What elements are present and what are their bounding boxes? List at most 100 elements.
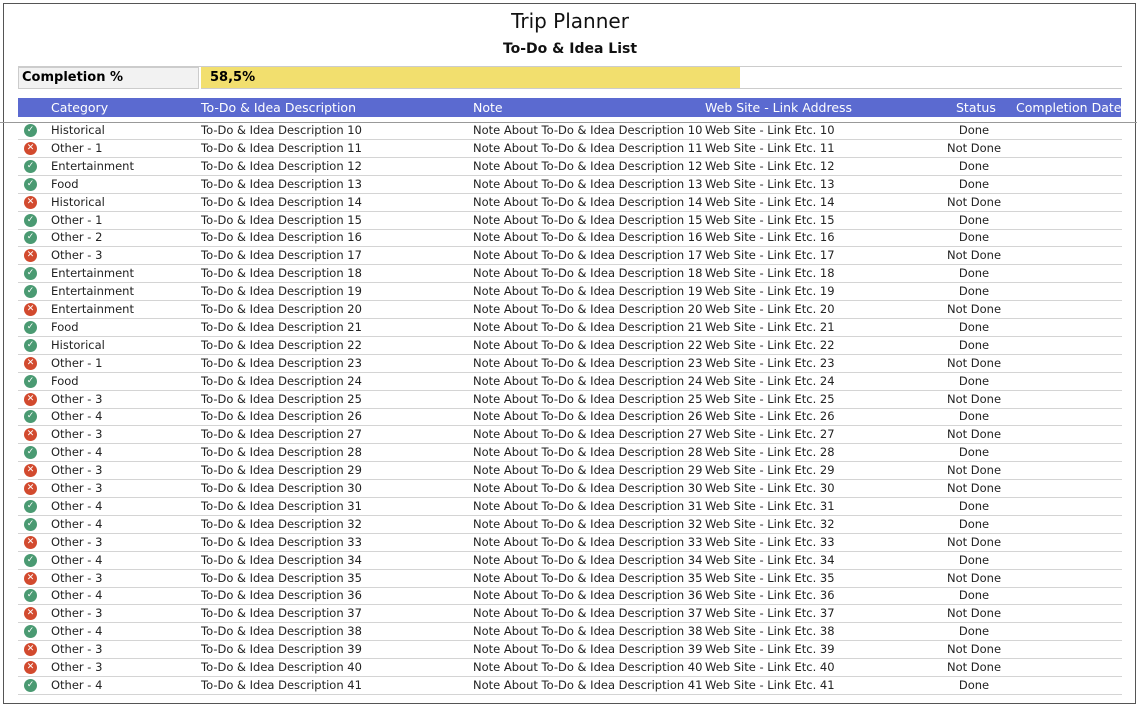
cell-description[interactable]: To-Do & Idea Description 32 xyxy=(201,516,362,531)
cell-note[interactable]: Note About To-Do & Idea Description 37 xyxy=(473,606,703,621)
cell-status[interactable]: Not Done xyxy=(946,427,1002,442)
table-row[interactable]: ✓ Entertainment To-Do & Idea Description… xyxy=(18,158,1122,176)
cell-status[interactable]: Done xyxy=(958,158,990,173)
cell-link[interactable]: Web Site - Link Etc. 32 xyxy=(705,516,835,531)
cell-description[interactable]: To-Do & Idea Description 35 xyxy=(201,570,362,585)
cell-status[interactable]: Done xyxy=(958,677,990,692)
cell-category[interactable]: Other - 3 xyxy=(51,463,103,478)
cell-note[interactable]: Note About To-Do & Idea Description 26 xyxy=(473,409,703,424)
cell-note[interactable]: Note About To-Do & Idea Description 11 xyxy=(473,140,703,155)
table-row[interactable]: ✓ Food To-Do & Idea Description 24 Note … xyxy=(18,373,1122,391)
cell-link[interactable]: Web Site - Link Etc. 15 xyxy=(705,212,835,227)
cell-link[interactable]: Web Site - Link Etc. 21 xyxy=(705,319,835,334)
cell-status[interactable]: Done xyxy=(958,319,990,334)
table-row[interactable]: ✕ Other - 3 To-Do & Idea Description 33 … xyxy=(18,534,1122,552)
cell-category[interactable]: Other - 4 xyxy=(51,588,103,603)
cell-status[interactable]: Done xyxy=(958,284,990,299)
cell-category[interactable]: Historical xyxy=(51,123,105,137)
cell-description[interactable]: To-Do & Idea Description 10 xyxy=(201,123,362,137)
cell-link[interactable]: Web Site - Link Etc. 11 xyxy=(705,140,835,155)
table-row[interactable]: ✕ Other - 3 To-Do & Idea Description 37 … xyxy=(18,605,1122,624)
cell-link[interactable]: Web Site - Link Etc. 18 xyxy=(705,266,835,281)
table-row[interactable]: ✓ Other - 4 To-Do & Idea Description 34 … xyxy=(18,552,1122,570)
cell-status[interactable]: Done xyxy=(958,409,990,424)
cell-link[interactable]: Web Site - Link Etc. 33 xyxy=(705,534,835,549)
cell-status[interactable]: Done xyxy=(958,212,990,227)
cell-description[interactable]: To-Do & Idea Description 36 xyxy=(201,588,362,603)
cell-description[interactable]: To-Do & Idea Description 19 xyxy=(201,284,362,299)
cell-note[interactable]: Note About To-Do & Idea Description 24 xyxy=(473,373,703,388)
cell-category[interactable]: Entertainment xyxy=(51,284,134,299)
table-row[interactable]: ✕ Other - 3 To-Do & Idea Description 27 … xyxy=(18,426,1122,445)
table-row[interactable]: ✕ Other - 3 To-Do & Idea Description 30 … xyxy=(18,480,1122,498)
cell-category[interactable]: Food xyxy=(51,319,79,334)
cell-status[interactable]: Not Done xyxy=(946,194,1002,209)
cell-link[interactable]: Web Site - Link Etc. 26 xyxy=(705,409,835,424)
table-row[interactable]: ✓ Historical To-Do & Idea Description 22… xyxy=(18,337,1122,355)
table-row[interactable]: ✓ Other - 4 To-Do & Idea Description 36 … xyxy=(18,587,1122,606)
cell-note[interactable]: Note About To-Do & Idea Description 20 xyxy=(473,302,703,316)
cell-note[interactable]: Note About To-Do & Idea Description 13 xyxy=(473,176,703,191)
cell-description[interactable]: To-Do & Idea Description 27 xyxy=(201,427,362,442)
cell-status[interactable]: Done xyxy=(958,230,990,245)
cell-note[interactable]: Note About To-Do & Idea Description 40 xyxy=(473,660,703,674)
cell-status[interactable]: Done xyxy=(958,445,990,460)
table-row[interactable]: ✓ Historical To-Do & Idea Description 10… xyxy=(18,122,1122,140)
cell-note[interactable]: Note About To-Do & Idea Description 39 xyxy=(473,642,703,657)
cell-link[interactable]: Web Site - Link Etc. 23 xyxy=(705,355,835,370)
table-row[interactable]: ✕ Entertainment To-Do & Idea Description… xyxy=(18,301,1122,319)
cell-note[interactable]: Note About To-Do & Idea Description 19 xyxy=(473,284,703,299)
cell-description[interactable]: To-Do & Idea Description 41 xyxy=(201,677,362,692)
cell-note[interactable]: Note About To-Do & Idea Description 31 xyxy=(473,498,703,513)
column-category[interactable]: Category xyxy=(51,100,109,115)
cell-description[interactable]: To-Do & Idea Description 25 xyxy=(201,391,362,406)
cell-category[interactable]: Other - 1 xyxy=(51,140,103,155)
cell-category[interactable]: Other - 3 xyxy=(51,481,103,495)
cell-description[interactable]: To-Do & Idea Description 24 xyxy=(201,373,362,388)
cell-status[interactable]: Not Done xyxy=(946,606,1002,621)
cell-note[interactable]: Note About To-Do & Idea Description 12 xyxy=(473,158,703,173)
table-row[interactable]: ✕ Other - 1 To-Do & Idea Description 11 … xyxy=(18,140,1122,158)
cell-status[interactable]: Done xyxy=(958,624,990,639)
cell-note[interactable]: Note About To-Do & Idea Description 14 xyxy=(473,194,703,209)
cell-description[interactable]: To-Do & Idea Description 28 xyxy=(201,445,362,460)
cell-status[interactable]: Done xyxy=(958,373,990,388)
cell-link[interactable]: Web Site - Link Etc. 39 xyxy=(705,642,835,657)
cell-category[interactable]: Historical xyxy=(51,194,105,209)
cell-description[interactable]: To-Do & Idea Description 31 xyxy=(201,498,362,513)
cell-note[interactable]: Note About To-Do & Idea Description 17 xyxy=(473,248,703,263)
cell-description[interactable]: To-Do & Idea Description 17 xyxy=(201,248,362,263)
table-row[interactable]: ✓ Food To-Do & Idea Description 21 Note … xyxy=(18,319,1122,337)
cell-status[interactable]: Not Done xyxy=(946,570,1002,585)
cell-description[interactable]: To-Do & Idea Description 21 xyxy=(201,319,362,334)
cell-description[interactable]: To-Do & Idea Description 23 xyxy=(201,355,362,370)
cell-description[interactable]: To-Do & Idea Description 13 xyxy=(201,176,362,191)
table-row[interactable]: ✓ Other - 2 To-Do & Idea Description 16 … xyxy=(18,229,1122,248)
cell-link[interactable]: Web Site - Link Etc. 34 xyxy=(705,552,835,567)
table-row[interactable]: ✓ Other - 4 To-Do & Idea Description 31 … xyxy=(18,498,1122,516)
cell-status[interactable]: Done xyxy=(958,516,990,531)
column-description[interactable]: To-Do & Idea Description xyxy=(201,100,357,115)
cell-link[interactable]: Web Site - Link Etc. 40 xyxy=(705,660,835,674)
table-row[interactable]: ✕ Other - 3 To-Do & Idea Description 25 … xyxy=(18,391,1122,409)
cell-link[interactable]: Web Site - Link Etc. 36 xyxy=(705,588,835,603)
cell-status[interactable]: Done xyxy=(958,266,990,281)
cell-link[interactable]: Web Site - Link Etc. 30 xyxy=(705,481,835,495)
cell-link[interactable]: Web Site - Link Etc. 35 xyxy=(705,570,835,585)
cell-note[interactable]: Note About To-Do & Idea Description 16 xyxy=(473,230,703,245)
cell-category[interactable]: Other - 1 xyxy=(51,212,103,227)
cell-category[interactable]: Other - 3 xyxy=(51,606,103,621)
cell-link[interactable]: Web Site - Link Etc. 37 xyxy=(705,606,835,621)
cell-note[interactable]: Note About To-Do & Idea Description 29 xyxy=(473,463,703,478)
cell-note[interactable]: Note About To-Do & Idea Description 38 xyxy=(473,624,703,639)
cell-category[interactable]: Other - 3 xyxy=(51,391,103,406)
cell-description[interactable]: To-Do & Idea Description 22 xyxy=(201,337,362,352)
cell-status[interactable]: Not Done xyxy=(946,642,1002,657)
cell-description[interactable]: To-Do & Idea Description 11 xyxy=(201,140,362,155)
cell-note[interactable]: Note About To-Do & Idea Description 22 xyxy=(473,337,703,352)
cell-link[interactable]: Web Site - Link Etc. 16 xyxy=(705,230,835,245)
table-row[interactable]: ✕ Other - 1 To-Do & Idea Description 23 … xyxy=(18,355,1122,373)
cell-status[interactable]: Not Done xyxy=(946,302,1002,316)
cell-status[interactable]: Not Done xyxy=(946,481,1002,495)
cell-link[interactable]: Web Site - Link Etc. 22 xyxy=(705,337,835,352)
